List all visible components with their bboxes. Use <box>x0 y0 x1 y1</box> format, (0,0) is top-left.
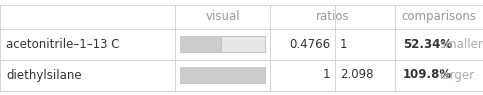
Text: 1: 1 <box>340 38 347 51</box>
Text: 2.098: 2.098 <box>340 68 373 82</box>
Bar <box>180 36 265 52</box>
Text: smaller: smaller <box>440 38 483 51</box>
Text: 0.4766: 0.4766 <box>289 38 330 51</box>
Bar <box>180 67 265 83</box>
Text: 52.34%: 52.34% <box>403 38 452 51</box>
Text: diethylsilane: diethylsilane <box>6 68 82 82</box>
Bar <box>180 36 221 52</box>
Text: acetonitrile–1–13 C: acetonitrile–1–13 C <box>6 38 119 51</box>
Text: 109.8%: 109.8% <box>403 68 452 82</box>
Text: visual: visual <box>205 10 240 23</box>
Text: larger: larger <box>440 68 475 82</box>
Text: 1: 1 <box>323 68 330 82</box>
Bar <box>180 67 265 83</box>
Text: ratios: ratios <box>316 10 349 23</box>
Text: comparisons: comparisons <box>401 10 477 23</box>
